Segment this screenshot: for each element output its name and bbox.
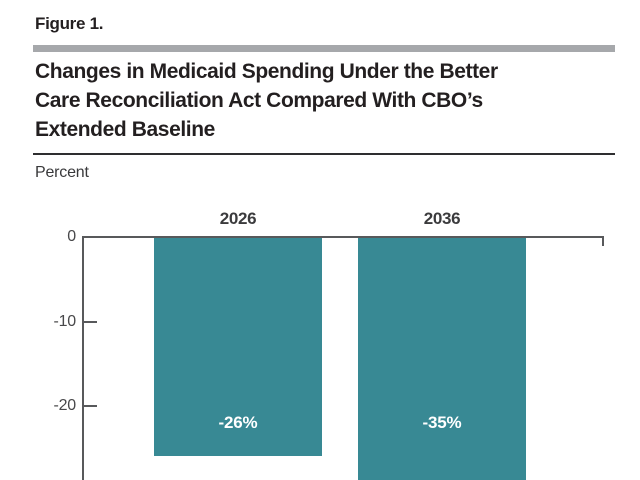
- figure-title-line: Changes in Medicaid Spending Under the B…: [35, 60, 498, 83]
- bar-value-label: -35%: [422, 413, 462, 432]
- header-divider-bar: [33, 45, 615, 52]
- y-axis-unit-label: Percent: [35, 164, 89, 181]
- y-axis-line: [82, 236, 84, 480]
- figure-title: Changes in Medicaid Spending Under the B…: [35, 57, 625, 144]
- bar-2026: [154, 236, 322, 456]
- y-axis-tick: [84, 321, 97, 323]
- figure-number-label: Figure 1.: [35, 14, 104, 33]
- y-axis-tick-label: 0: [67, 228, 76, 245]
- figure-title-line: Care Reconciliation Act Compared With CB…: [35, 89, 483, 112]
- x-axis-end-tick: [602, 236, 604, 246]
- category-label: 2026: [219, 209, 257, 228]
- figure-title-line: Extended Baseline: [35, 118, 215, 141]
- title-underline-rule: [33, 153, 615, 155]
- bar-2036: [358, 236, 526, 480]
- y-axis-tick-label: -20: [53, 397, 76, 414]
- x-axis-zero-line: [82, 236, 604, 238]
- y-axis-tick-label: -10: [53, 313, 76, 330]
- y-axis-tick: [84, 405, 97, 407]
- category-label: 2036: [423, 209, 461, 228]
- bar-value-label: -26%: [218, 413, 258, 432]
